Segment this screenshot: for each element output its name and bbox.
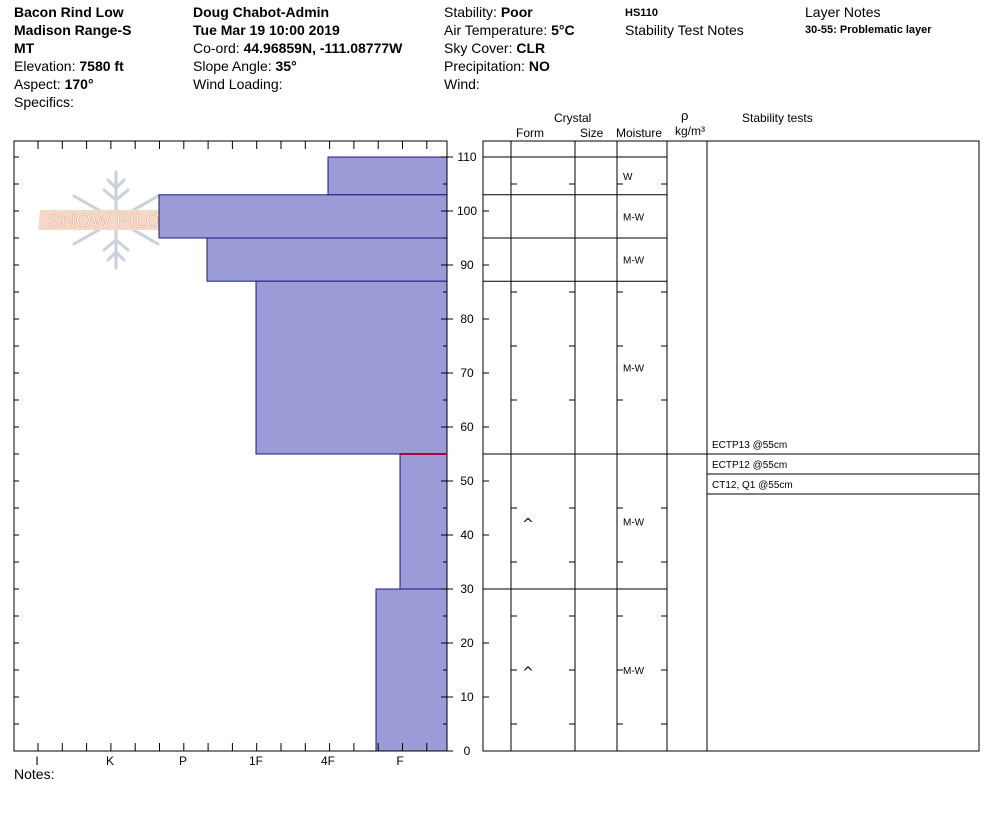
hardness-bar-4: [399, 453, 448, 590]
layer-notes-title: Layer Notes: [805, 4, 881, 20]
hardness-plot-frame: [13, 140, 448, 752]
y-tick-label: 30: [460, 582, 474, 596]
aspect: Aspect: 170°: [14, 76, 94, 92]
layers-table-frame: [482, 140, 980, 752]
snowflake-icon: SNOW PILOT: [38, 170, 196, 270]
y-tick-label: 20: [460, 636, 474, 650]
y-tick-label: 100: [457, 204, 477, 218]
stability-test-0: ECTP13 @55cm: [712, 440, 787, 451]
snowpilot-logo: SNOW PILOT: [38, 170, 198, 270]
datetime: Tue Mar 19 10:00 2019: [193, 22, 340, 38]
y-tick-label: 60: [460, 420, 474, 434]
layer-note: 30-55: Problematic layer: [805, 24, 932, 36]
hardness-bar-5: [375, 588, 448, 752]
stability-test-2: CT12, Q1 @55cm: [712, 480, 793, 491]
y-tick-label: 50: [460, 474, 474, 488]
specifics-label: Specifics:: [14, 94, 74, 110]
stability: Stability: Poor: [444, 4, 533, 20]
hardness-label-F: F: [396, 754, 403, 768]
y-tick-label: 10: [460, 690, 474, 704]
y-tick-label: 70: [460, 366, 474, 380]
hardness-label-K: K: [106, 754, 114, 768]
moisture-label-4: M-W: [623, 518, 645, 529]
form-header: Form: [516, 126, 544, 140]
moisture-label-0: W: [623, 172, 633, 183]
wind: Wind:: [444, 76, 480, 92]
logo-text: SNOW PILOT: [48, 210, 174, 232]
stability-tests-header: Stability tests: [742, 111, 813, 125]
y-tick-label: 90: [460, 258, 474, 272]
precipitation: Precipitation: NO: [444, 58, 550, 74]
hardness-bar-0: [327, 156, 448, 196]
density-rho-header: ρ: [681, 108, 689, 123]
moisture-label-3: M-W: [623, 364, 645, 375]
hardness-label-I: I: [35, 754, 38, 768]
wind-loading: Wind Loading:: [193, 76, 283, 92]
location-name: Bacon Rind Low: [14, 4, 124, 20]
crystal-form-5: ^: [522, 665, 534, 681]
moisture-label-1: M-W: [623, 212, 645, 223]
hardness-bar-3: [255, 280, 448, 455]
location-state: MT: [14, 40, 35, 56]
y-tick-label: 80: [460, 312, 474, 326]
sky-cover: Sky Cover: CLR: [444, 40, 546, 56]
hardness-label-P: P: [179, 754, 187, 768]
coordinates: Co-ord: 44.96859N, -111.08777W: [193, 40, 403, 56]
moisture-label-5: M-W: [623, 666, 645, 677]
density-unit-header: kg/m³: [675, 124, 705, 138]
stability-test-notes-title: Stability Test Notes: [625, 22, 744, 38]
stability-test-1: ECTP12 @55cm: [712, 460, 787, 471]
elevation: Elevation: 7580 ft: [14, 58, 124, 74]
air-temperature: Air Temperature: 5°C: [444, 22, 575, 38]
y-tick-label: 0: [464, 744, 471, 758]
y-tick-label: 40: [460, 528, 474, 542]
hardness-bar-2: [206, 237, 448, 282]
crystal-form-4: ^: [522, 517, 534, 533]
hardness-bar-1: [158, 194, 448, 239]
hardness-label-4F: 4F: [321, 754, 335, 768]
location-range: Madison Range-S: [14, 22, 132, 38]
moisture-header: Moisture: [616, 126, 663, 140]
crystal-header: Crystal: [554, 111, 592, 125]
slope-angle: Slope Angle: 35°: [193, 58, 297, 74]
moisture-label-2: M-W: [623, 256, 645, 267]
hardness-label-1F: 1F: [249, 754, 263, 768]
y-tick-label: 110: [457, 150, 476, 164]
observer: Doug Chabot-Admin: [193, 4, 330, 20]
hs-value: HS110: [625, 7, 659, 19]
size-header: Size: [580, 126, 604, 140]
notes-label: Notes:: [14, 766, 55, 782]
